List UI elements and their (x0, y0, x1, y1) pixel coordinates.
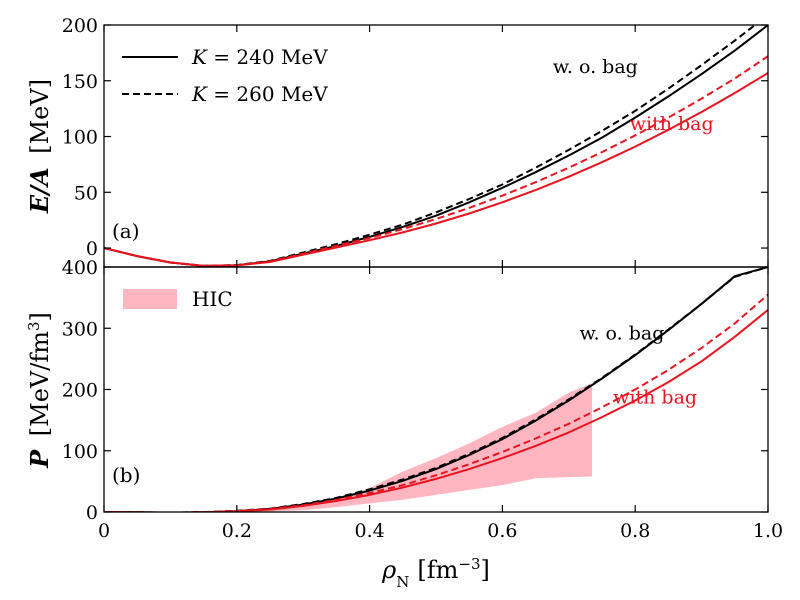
y-tick-label-b-1: 100 (62, 441, 98, 463)
annotation-a-0: w. o. bag (553, 56, 638, 78)
y-tick-label-a-1: 50 (74, 182, 98, 204)
annotation-b-0: w. o. bag (579, 322, 664, 344)
panel-b-ylabel-unit-open: [MeV/fm (26, 331, 54, 436)
legend-entry-260: K = 260 MeV (191, 82, 328, 106)
annotation-b-1: with bag (613, 387, 697, 409)
y-tick-label-b-3: 300 (62, 318, 98, 340)
panel-b-ylabel-main: P (25, 449, 54, 469)
x-axis-label-sub: N (396, 573, 409, 591)
x-tick-label-2: 0.4 (354, 520, 384, 542)
panel-b-ylabel-unit: [MeV/fm3] (25, 312, 54, 436)
panel-b-ylabel: P [MeV/fm3] (25, 312, 54, 469)
x-axis-label-symbol: ρ (381, 556, 396, 584)
x-tick-labels: 0 0.2 0.4 0.6 0.8 1.0 (98, 520, 783, 542)
hic-legend-label: HIC (192, 287, 233, 311)
y-tick-label-a-2: 100 (62, 127, 98, 149)
panel-a-ylabel: E/A [MeV] (25, 79, 54, 214)
x-tick-label-4: 0.8 (620, 520, 650, 542)
panel-a-lines (104, 25, 768, 267)
panel-b-label: (b) (112, 463, 140, 487)
x-axis-label: ρN [fm−3] (381, 555, 490, 591)
hic-legend-swatch (123, 289, 177, 309)
panel-pressure: 0 100 200 300 400 (b) HIC P [MeV/fm3] w. o. … (25, 257, 769, 524)
panel-a-ylabel-main: E/A (25, 167, 54, 214)
panel-a-ylabel-unit: [MeV] (26, 79, 54, 154)
x-tick-label-1: 0.2 (222, 520, 252, 542)
x-axis-label-unit-close: ] (481, 556, 490, 584)
x-axis-label-unit-open: [fm (417, 556, 458, 584)
x-tick-label-3: 0.6 (487, 520, 517, 542)
panel-a-label: (a) (112, 219, 140, 243)
x-tick-label-0: 0 (98, 520, 110, 542)
hic-band (203, 383, 592, 512)
legend-240-k: K (191, 45, 208, 69)
y-tick-label-a-3: 150 (62, 71, 98, 93)
y-tick-label-b-4: 400 (62, 257, 98, 279)
hic-legend: HIC (123, 287, 233, 311)
panel-b-ylabel-unit-exp: 3 (25, 321, 43, 331)
y-tick-label-a-0: 0 (86, 238, 98, 260)
legend-260-rest: = 260 MeV (207, 82, 328, 106)
y-tick-label-b-0: 0 (86, 502, 98, 524)
legend-entry-240: K = 240 MeV (191, 45, 328, 69)
series-a-with-bag-k260 (104, 55, 768, 267)
y-tick-label-a-4: 200 (62, 15, 98, 37)
panel-b-ylabel-unit-close: ] (26, 312, 54, 321)
legend-260-k: K (191, 82, 208, 106)
panel-energy-per-nucleon: 0 50 100 150 200 (a) E/A [MeV] K = 240 MeV K… (25, 15, 769, 268)
annotation-a-1: with bag (630, 113, 714, 135)
legend-240-rest: = 240 MeV (207, 45, 328, 69)
x-tick-label-5: 1.0 (753, 520, 783, 542)
panel-b-frame (103, 266, 769, 513)
line-style-legend: K = 240 MeV K = 260 MeV (122, 45, 328, 106)
x-axis-label-unit-exp: −3 (458, 555, 480, 573)
y-tick-label-b-2: 200 (62, 380, 98, 402)
